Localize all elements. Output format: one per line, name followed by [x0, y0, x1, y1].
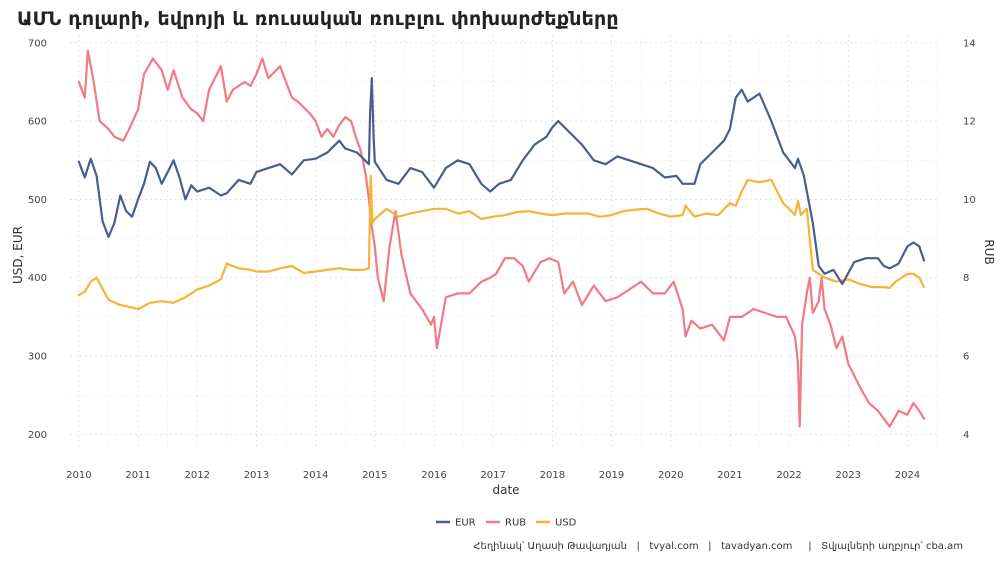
x-tick-label: 2014	[303, 470, 328, 481]
x-tick-label: 2017	[480, 470, 505, 481]
legend-label-eur: EUR	[455, 518, 476, 529]
x-tick-label: 2021	[717, 470, 742, 481]
y-left-tick-label: 200	[28, 430, 47, 441]
y-axis-left-title: USD, EUR	[11, 226, 25, 284]
y-left-tick-label: 300	[28, 352, 47, 363]
y-left-tick-label: 700	[28, 38, 47, 49]
x-tick-label: 2015	[362, 470, 387, 481]
y-axis-right-title: RUB	[982, 239, 996, 264]
y-right-tick-label: 14	[963, 38, 976, 49]
source-caption: Հեղինակ՝ Աղասի Թավադյան | tvyal.com | ta…	[473, 541, 963, 552]
chart-title: ԱՄՆ դոլարի, եվրոյի և ռուսական ռուբլու փո…	[17, 8, 619, 30]
y-right-tick-label: 12	[963, 117, 976, 128]
x-tick-label: 2022	[776, 470, 801, 481]
x-tick-label: 2011	[125, 470, 150, 481]
series-line-eur	[77, 76, 926, 286]
y-left-tick-label: 400	[28, 273, 47, 284]
x-tick-label: 2019	[599, 470, 624, 481]
series-line-usd	[77, 174, 926, 311]
y-left-tick-label: 600	[28, 117, 47, 128]
x-tick-label: 2020	[658, 470, 683, 481]
x-tick-label: 2023	[836, 470, 861, 481]
y-left-tick-label: 500	[28, 195, 47, 206]
x-tick-label: 2016	[421, 470, 446, 481]
series-lines	[77, 49, 926, 428]
x-tick-label: 2012	[185, 470, 210, 481]
x-axis-title: date	[492, 483, 519, 497]
tick-labels: 2010 2011 2012 2013 2014 2015 2016 2017 2018 2019…	[28, 38, 976, 481]
x-tick-label: 2018	[540, 470, 565, 481]
legend-label-rub: RUB	[505, 518, 526, 529]
y-right-tick-label: 4	[963, 430, 969, 441]
legend: EUR RUB USD	[436, 518, 577, 529]
y-right-tick-label: 6	[963, 352, 969, 363]
legend-label-usd: USD	[555, 518, 577, 529]
x-tick-label: 2010	[66, 470, 91, 481]
x-tick-label: 2013	[244, 470, 269, 481]
y-right-tick-label: 8	[963, 273, 969, 284]
x-tick-label: 2024	[895, 470, 920, 481]
series-line-rub	[77, 49, 926, 428]
y-right-tick-label: 10	[963, 195, 976, 206]
grid	[70, 35, 940, 450]
